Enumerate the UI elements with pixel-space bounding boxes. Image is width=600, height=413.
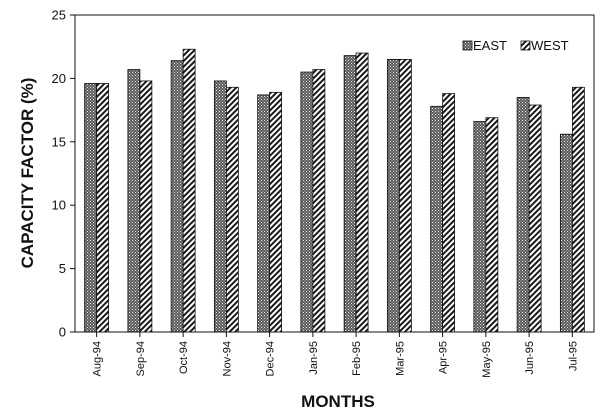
bar-east-may-95 bbox=[473, 121, 487, 333]
bar-west-jan-95 bbox=[312, 69, 326, 333]
x-tick-label: Oct-94 bbox=[178, 341, 190, 374]
bar-west-mar-95 bbox=[398, 58, 412, 333]
legend: EAST WEST bbox=[462, 38, 569, 53]
legend-swatch-west bbox=[520, 40, 531, 51]
x-axis-title: MONTHS bbox=[301, 392, 375, 411]
x-tick-label: Jun-95 bbox=[524, 341, 536, 375]
bar-east-jul-95 bbox=[559, 133, 573, 333]
bars bbox=[84, 48, 585, 333]
bar-west-feb-95 bbox=[355, 52, 369, 333]
x-tick-label: Sep-94 bbox=[135, 341, 147, 376]
y-tick-label: 20 bbox=[52, 71, 66, 86]
y-axis-title: CAPACITY FACTOR (%) bbox=[18, 78, 37, 269]
x-tick-label: Aug-94 bbox=[92, 341, 104, 376]
bar-west-oct-94 bbox=[182, 48, 196, 333]
x-tick-label: May-95 bbox=[481, 341, 493, 378]
plot-frame bbox=[74, 14, 595, 333]
bar-east-feb-95 bbox=[343, 55, 357, 333]
x-axis: Aug-94 Sep-94 Oct-94 Nov-94 Dec-94 Jan-95 Feb-… bbox=[92, 332, 579, 378]
y-tick-label: 15 bbox=[52, 134, 66, 149]
bar-west-aug-94 bbox=[96, 83, 110, 333]
x-tick-label: Dec-94 bbox=[265, 341, 277, 376]
y-tick-label: 0 bbox=[59, 325, 66, 340]
bar-east-mar-95 bbox=[386, 58, 400, 333]
x-tick-label: Apr-95 bbox=[438, 341, 450, 374]
bar-east-apr-95 bbox=[430, 105, 444, 333]
bar-east-dec-94 bbox=[257, 94, 271, 333]
y-tick-label: 5 bbox=[59, 261, 66, 276]
y-axis: 0 5 10 15 20 25 bbox=[52, 8, 75, 340]
bar-west-apr-95 bbox=[442, 93, 456, 333]
legend-label-west: WEST bbox=[531, 38, 569, 53]
legend-swatch-east bbox=[462, 40, 473, 51]
bar-east-sep-94 bbox=[127, 69, 141, 333]
bar-east-nov-94 bbox=[213, 80, 227, 333]
bar-east-jan-95 bbox=[300, 71, 314, 333]
x-tick-label: Jan-95 bbox=[308, 341, 320, 375]
x-tick-label: Feb-95 bbox=[351, 341, 363, 376]
bar-west-may-95 bbox=[485, 117, 499, 333]
bar-west-dec-94 bbox=[269, 91, 283, 333]
x-tick-label: Jul-95 bbox=[567, 341, 579, 371]
x-tick-label: Nov-94 bbox=[221, 341, 233, 376]
bar-west-nov-94 bbox=[225, 86, 239, 333]
bar-east-aug-94 bbox=[84, 83, 98, 333]
legend-label-east: EAST bbox=[473, 38, 507, 53]
y-tick-label: 25 bbox=[52, 8, 66, 23]
bar-east-oct-94 bbox=[170, 60, 184, 333]
bar-east-jun-95 bbox=[516, 97, 530, 333]
bar-west-sep-94 bbox=[139, 80, 153, 333]
x-tick-label: Mar-95 bbox=[394, 341, 406, 376]
bar-west-jun-95 bbox=[528, 104, 542, 333]
y-tick-label: 10 bbox=[52, 198, 66, 213]
bar-west-jul-95 bbox=[571, 86, 585, 333]
